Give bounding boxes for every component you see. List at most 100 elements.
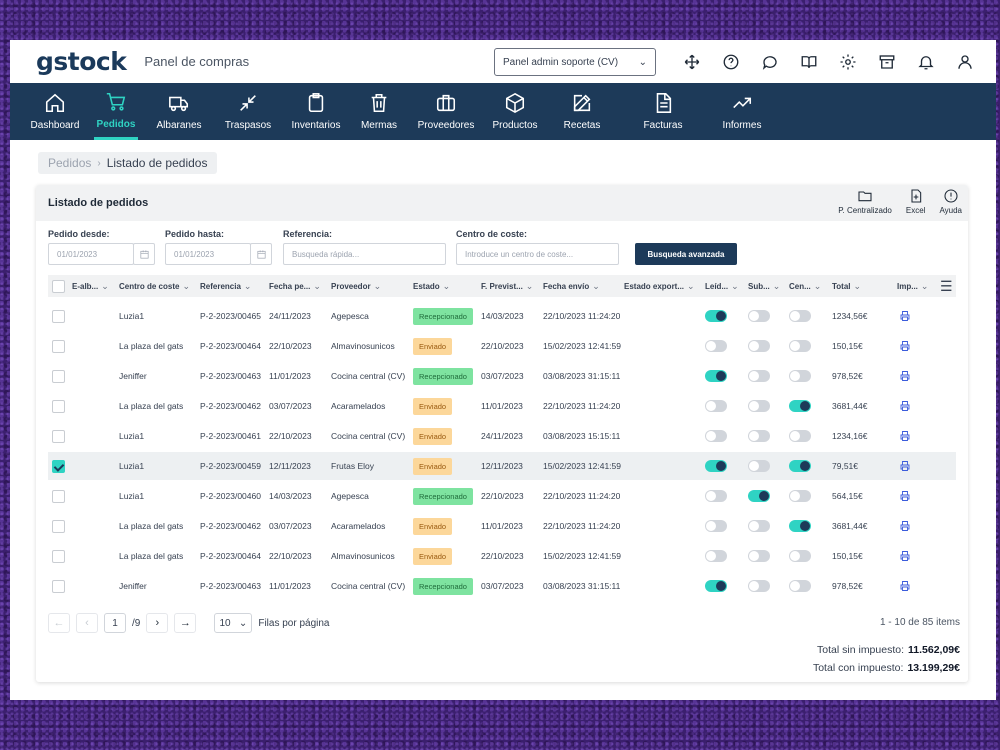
desde-input[interactable]: 01/01/2023 <box>48 243 134 265</box>
toggle-switch[interactable] <box>789 310 811 322</box>
gear-icon[interactable] <box>836 50 860 74</box>
last-page-button[interactable]: → <box>174 613 197 633</box>
toggle-switch[interactable] <box>789 520 811 532</box>
column-header[interactable]: Referencia ⌄ <box>200 275 251 297</box>
column-header[interactable]: Sub... ⌄ <box>748 275 780 297</box>
checkbox[interactable] <box>52 279 65 293</box>
toggle-switch[interactable] <box>705 550 727 562</box>
cell-referencia[interactable]: P-2-2023/00459 <box>200 461 261 471</box>
nav-item-traspasos[interactable]: Traspasos <box>222 83 274 140</box>
column-header[interactable]: Estado ⌄ <box>413 275 450 297</box>
nav-item-recetas[interactable]: Recetas <box>552 83 612 140</box>
toggle-switch[interactable] <box>789 550 811 562</box>
printer-icon[interactable] <box>899 430 911 442</box>
column-header[interactable]: Leíd... ⌄ <box>705 275 739 297</box>
table-row[interactable]: Jeniffer P-2-2023/00463 11/01/2023 Cocina c… <box>48 572 956 600</box>
row-checkbox[interactable] <box>52 369 65 383</box>
nav-item-proveedores[interactable]: Proveedores <box>412 83 480 140</box>
toggle-switch[interactable] <box>748 520 770 532</box>
column-header[interactable]: Estado export... ⌄ <box>624 275 695 297</box>
toggle-switch[interactable] <box>789 340 811 352</box>
toggle-switch[interactable] <box>705 310 727 322</box>
column-menu-icon[interactable]: ☰ <box>940 277 953 294</box>
row-checkbox[interactable] <box>52 519 65 533</box>
calendar-icon[interactable] <box>250 243 272 265</box>
nav-item-albaranes[interactable]: Albaranes <box>148 83 210 140</box>
user-icon[interactable] <box>953 50 977 74</box>
cell-referencia[interactable]: P-2-2023/00461 <box>200 431 261 441</box>
cell-referencia[interactable]: P-2-2023/00462 <box>200 401 261 411</box>
table-row[interactable]: Luzia1 P-2-2023/00460 14/03/2023 Agepesca Re… <box>48 482 956 510</box>
printer-icon[interactable] <box>899 370 911 382</box>
row-checkbox[interactable] <box>52 579 65 593</box>
bell-icon[interactable] <box>914 50 938 74</box>
chat-icon[interactable] <box>758 50 782 74</box>
column-header[interactable]: Fecha pe... ⌄ <box>269 275 321 297</box>
toggle-switch[interactable] <box>789 400 811 412</box>
nav-item-facturas[interactable]: Facturas <box>630 83 696 140</box>
toggle-switch[interactable] <box>705 580 727 592</box>
table-row[interactable]: La plaza del gats P-2-2023/00462 03/07/202… <box>48 392 956 420</box>
nav-item-dashboard[interactable]: Dashboard <box>30 83 80 140</box>
printer-icon[interactable] <box>899 400 911 412</box>
nav-item-mermas[interactable]: Mermas <box>356 83 402 140</box>
breadcrumb-parent[interactable]: Pedidos <box>48 156 92 170</box>
toggle-switch[interactable] <box>748 400 770 412</box>
toggle-switch[interactable] <box>789 460 811 472</box>
cell-referencia[interactable]: P-2-2023/00463 <box>200 581 261 591</box>
row-checkbox[interactable] <box>52 459 65 473</box>
nav-item-pedidos[interactable]: Pedidos <box>94 83 138 140</box>
toggle-switch[interactable] <box>705 400 727 412</box>
cell-referencia[interactable]: P-2-2023/00463 <box>200 371 261 381</box>
toggle-switch[interactable] <box>789 370 811 382</box>
column-header[interactable]: Cen... ⌄ <box>789 275 821 297</box>
table-row[interactable]: Jeniffer P-2-2023/00463 11/01/2023 Cocina c… <box>48 362 956 390</box>
prev-page-button[interactable]: ‹ <box>76 613 98 633</box>
toggle-switch[interactable] <box>748 580 770 592</box>
nav-item-informes[interactable]: Informes <box>714 83 770 140</box>
toggle-switch[interactable] <box>748 310 770 322</box>
printer-icon[interactable] <box>899 520 911 532</box>
hasta-input[interactable]: 01/01/2023 <box>165 243 251 265</box>
toggle-switch[interactable] <box>789 490 811 502</box>
row-checkbox[interactable] <box>52 429 65 443</box>
rows-per-page-select[interactable]: 10 ⌄ <box>214 613 253 633</box>
toggle-switch[interactable] <box>705 520 727 532</box>
select-all-checkbox[interactable] <box>52 275 65 297</box>
printer-icon[interactable] <box>899 340 911 352</box>
column-header[interactable]: E-alb... ⌄ <box>72 275 109 297</box>
book-icon[interactable] <box>797 50 821 74</box>
printer-icon[interactable] <box>899 490 911 502</box>
next-page-button[interactable]: › <box>146 613 169 633</box>
table-row[interactable]: La plaza del gats P-2-2023/00464 22/10/202… <box>48 542 956 570</box>
panel-select[interactable]: Panel admin soporte (CV) ⌄ <box>494 48 656 76</box>
row-checkbox[interactable] <box>52 489 65 503</box>
excel-button[interactable]: Excel <box>906 188 925 215</box>
column-header[interactable]: Centro de coste ⌄ <box>119 275 190 297</box>
printer-icon[interactable] <box>899 580 911 592</box>
row-checkbox[interactable] <box>52 549 65 563</box>
cell-referencia[interactable]: P-2-2023/00464 <box>200 551 261 561</box>
app-logo[interactable]: gstock <box>36 47 127 76</box>
first-page-button[interactable]: ← <box>48 613 70 633</box>
toggle-switch[interactable] <box>705 340 727 352</box>
column-header[interactable]: Imp... ⌄ <box>897 275 928 297</box>
table-row[interactable]: La plaza del gats P-2-2023/00462 03/07/202… <box>48 512 956 540</box>
printer-icon[interactable] <box>899 460 911 472</box>
nav-item-productos[interactable]: Productos <box>488 83 542 140</box>
toggle-switch[interactable] <box>705 490 727 502</box>
centralizado-button[interactable]: P. Centralizado <box>838 188 892 215</box>
toggle-switch[interactable] <box>705 460 727 472</box>
calendar-icon[interactable] <box>133 243 155 265</box>
column-header[interactable]: F. Previst... ⌄ <box>481 275 533 297</box>
help-icon[interactable] <box>719 50 743 74</box>
printer-icon[interactable] <box>899 310 911 322</box>
toggle-switch[interactable] <box>748 370 770 382</box>
row-checkbox[interactable] <box>52 339 65 353</box>
column-header[interactable]: Proveedor ⌄ <box>331 275 381 297</box>
page-input[interactable]: 1 <box>104 613 126 633</box>
toggle-switch[interactable] <box>748 430 770 442</box>
toggle-switch[interactable] <box>789 580 811 592</box>
referencia-input[interactable]: Busqueda rápida... <box>283 243 446 265</box>
toggle-switch[interactable] <box>748 340 770 352</box>
